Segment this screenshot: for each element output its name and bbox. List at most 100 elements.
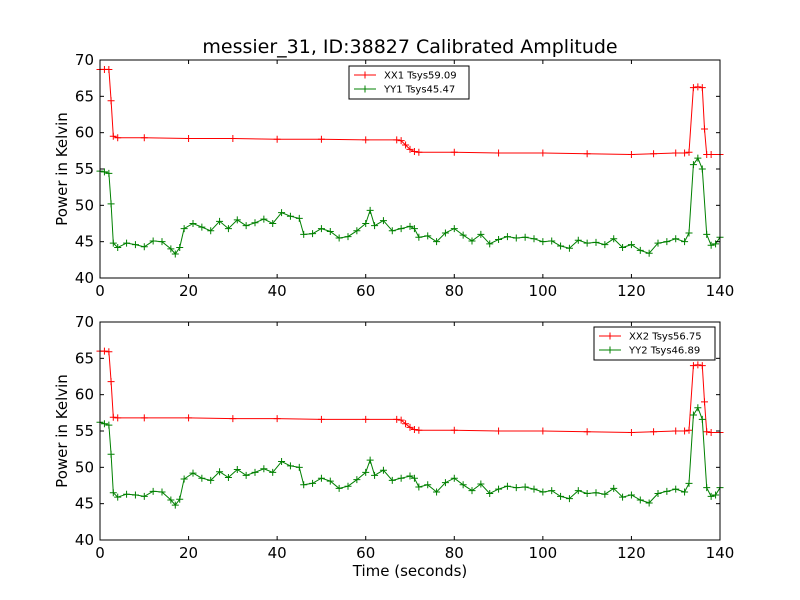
data-point (317, 225, 325, 233)
data-point (698, 415, 706, 423)
x-tick-label: 140 (706, 544, 735, 562)
data-point (176, 243, 184, 251)
data-point (278, 209, 286, 217)
x-tick-label: 100 (529, 282, 558, 300)
data-point (185, 414, 193, 422)
y-tick-label: 65 (75, 87, 94, 105)
data-point (685, 479, 693, 487)
data-point (601, 241, 609, 249)
data-point (503, 482, 511, 490)
legend-box (593, 326, 716, 361)
data-point (703, 230, 711, 238)
data-point (654, 489, 662, 497)
y-tick-label: 50 (75, 458, 94, 476)
data-point (689, 84, 697, 92)
series-line-yy (99, 157, 721, 255)
data-point (694, 83, 702, 91)
data-point (583, 150, 591, 158)
data-point (295, 214, 303, 222)
data-point (627, 428, 635, 436)
data-point (140, 243, 148, 251)
series-markers (96, 154, 724, 258)
data-point (185, 134, 193, 142)
legend-label: YY1 Tsys45.47 (383, 85, 455, 96)
data-point (707, 492, 715, 500)
x-tick-label: 0 (95, 282, 105, 300)
x-tick-label: 100 (529, 544, 558, 562)
data-point (371, 222, 379, 230)
legend-swatch-marker (361, 71, 369, 79)
data-point (233, 466, 241, 474)
y-tick-label: 70 (75, 51, 94, 69)
data-point (583, 428, 591, 436)
x-tick-label: 40 (268, 544, 287, 562)
data-point (402, 141, 410, 149)
data-point (703, 484, 711, 492)
data-point (548, 237, 556, 245)
legend-label: XX1 Tsys59.09 (384, 71, 457, 82)
data-point (583, 489, 591, 497)
data-point (406, 145, 414, 153)
series-markers (96, 347, 724, 436)
data-point (495, 485, 503, 493)
data-point (663, 487, 671, 495)
data-point (450, 225, 458, 233)
legend: XX2 Tsys56.75 YY2 Tsys46.89 (593, 326, 716, 361)
data-point (619, 243, 627, 251)
data-point (539, 238, 547, 246)
data-point (672, 149, 680, 157)
data-point (180, 225, 188, 233)
data-point (123, 490, 131, 498)
data-point (140, 492, 148, 500)
data-point (198, 223, 206, 231)
data-point (344, 482, 352, 490)
data-point (539, 427, 547, 435)
y-tick-label: 60 (75, 386, 94, 404)
data-point (251, 468, 259, 476)
series-markers (96, 65, 724, 158)
data-point (539, 488, 547, 496)
data-point (410, 225, 418, 233)
data-point (114, 414, 122, 422)
data-point (410, 426, 418, 434)
data-point (512, 484, 520, 492)
data-point (176, 495, 184, 503)
data-point (406, 423, 414, 431)
x-tick-label: 80 (445, 282, 464, 300)
data-point (362, 468, 370, 476)
legend-swatch-marker (606, 346, 614, 354)
y-tick-label: 55 (75, 160, 94, 178)
data-point (512, 234, 520, 242)
data-point (171, 501, 179, 509)
data-point (105, 348, 113, 356)
data-point (619, 493, 627, 501)
data-point (402, 420, 410, 428)
data-point (242, 471, 250, 479)
data-point (583, 239, 591, 247)
data-point (672, 235, 680, 243)
data-point (486, 489, 494, 497)
data-point (574, 487, 582, 495)
data-point (189, 469, 197, 477)
data-point (645, 499, 653, 507)
data-point (610, 484, 618, 492)
data-point (459, 231, 467, 239)
data-point (689, 362, 697, 370)
data-point (388, 476, 396, 484)
data-point (397, 225, 405, 233)
data-point (207, 476, 215, 484)
data-point (107, 97, 115, 105)
data-point (233, 216, 241, 224)
y-axis-label: Power in Kelvin (53, 112, 71, 226)
data-point (353, 476, 361, 484)
y-tick-label: 45 (75, 233, 94, 251)
data-point (109, 489, 117, 497)
y-tick-label: 50 (75, 196, 94, 214)
x-tick-label: 120 (617, 544, 646, 562)
data-point (326, 477, 334, 485)
data-point (344, 233, 352, 241)
data-point (521, 483, 529, 491)
data-point (260, 465, 268, 473)
data-point (539, 149, 547, 157)
data-point (388, 227, 396, 235)
